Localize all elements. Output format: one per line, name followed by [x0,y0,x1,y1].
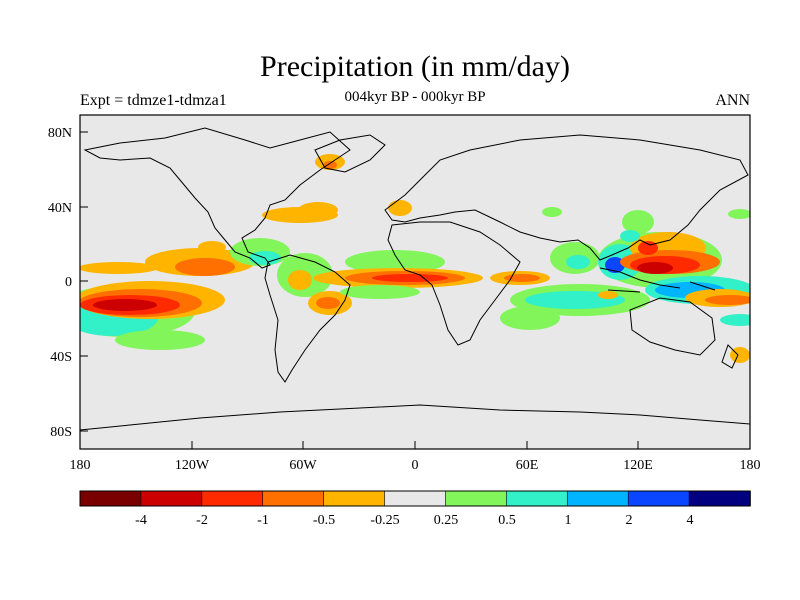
colorbar-swatch [262,490,325,507]
colorbar-swatch [79,490,142,507]
colorbar-swatch [323,490,386,507]
coastlines [80,127,750,431]
greenland-coast [314,134,386,173]
colorbar-swatch [566,490,629,507]
colorbar-label: -0.5 [313,513,335,528]
south-america-coast [264,254,351,383]
maritime-islands-coast [599,267,716,293]
colorbar-label: 0.25 [434,513,459,528]
plot-title: Precipitation (in mm/day) [260,50,570,83]
north-america-coast [83,127,351,269]
lon-label: 180 [70,458,91,473]
colorbar-swatch [506,490,569,507]
lat-label: 80N [48,126,72,141]
colorbar-swatch [384,490,447,507]
lat-label: 40N [48,201,72,216]
season-label: ANN [715,92,750,109]
colorbar-labels: -4 -2 -1 -0.5 -0.25 0.25 0.5 1 2 4 [135,513,693,528]
lat-axis: 80N 40N 0 40S 80S [48,126,88,440]
lon-label: 60W [289,458,317,473]
lon-label: 180 [740,458,761,473]
eurasia-coast [384,134,749,261]
lat-label: 0 [65,275,72,290]
period-label: 004kyr BP - 000kyr BP [344,89,486,105]
lon-label: 0 [412,458,419,473]
colorbar-label: 0.5 [498,513,516,528]
anomaly-fields [80,154,750,363]
colorbar-swatch [140,490,203,507]
pacific-south-band [80,281,225,350]
colorbar-label: 1 [565,513,572,528]
colorbar-label: 4 [687,513,694,528]
colorbar-swatch [201,490,264,507]
lon-label: 120W [175,458,210,473]
colorbar-label: -4 [135,513,147,528]
australia-coast [629,297,716,356]
colorbar-label: -2 [196,513,208,528]
pacific-equatorial-band [80,238,290,276]
lat-label: 40S [50,350,72,365]
africa-coast [387,221,521,346]
colorbar [79,490,751,507]
colorbar-swatch [445,490,508,507]
lon-label: 60E [516,458,539,473]
lon-axis: 180 120W 60W 0 60E 120E 180 [70,441,761,473]
antarctica-coast [80,404,750,431]
new-zealand-coast [721,344,739,369]
experiment-label: Expt = tdmze1-tdmza1 [80,92,227,109]
colorbar-swatch [688,490,751,507]
colorbar-label: -0.25 [370,513,399,528]
lon-label: 120E [623,458,653,473]
africa-indian-band [490,207,650,330]
lat-label: 80S [50,425,72,440]
colorbar-frame [79,490,751,507]
colorbar-swatch [627,490,690,507]
colorbar-label: -1 [257,513,269,528]
colorbar-label: 2 [626,513,633,528]
